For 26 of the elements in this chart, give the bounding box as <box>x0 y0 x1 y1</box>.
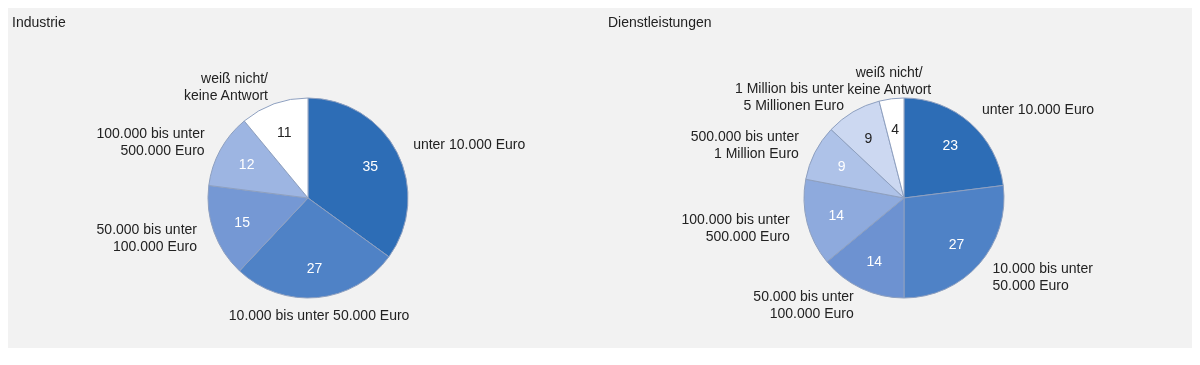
slice-label: 50.000 bis unter 100.000 Euro <box>753 288 855 322</box>
slice-label: 100.000 bis unter 500.000 Euro <box>96 124 205 158</box>
slice-label: weiß nicht/ keine Antwort <box>183 70 269 104</box>
data-label: 27 <box>948 236 965 253</box>
data-label: 35 <box>362 158 379 175</box>
slice-label: 500.000 bis unter 1 Million Euro <box>690 127 800 161</box>
chart-title: Dienstleistungen <box>608 14 712 30</box>
data-label: 27 <box>306 259 323 276</box>
chart-title: Industrie <box>12 14 66 30</box>
slice-label: 50.000 bis unter 100.000 Euro <box>96 221 198 255</box>
data-label: 23 <box>942 137 959 154</box>
slice-label: 1 Million bis unter 5 Millionen Euro <box>735 79 845 113</box>
slice-label: 100.000 bis unter 500.000 Euro <box>681 210 791 244</box>
slice-label: 10.000 bis unter 50.000 Euro <box>992 259 1094 293</box>
data-label: 11 <box>277 124 292 141</box>
data-label: 14 <box>866 253 883 270</box>
data-label: 9 <box>837 158 846 175</box>
slice-label: weiß nicht/ keine Antwort <box>847 64 932 98</box>
data-label: 9 <box>864 129 873 146</box>
data-label: 12 <box>238 156 255 173</box>
data-label: 4 <box>891 120 900 137</box>
slice-label: unter 10.000 Euro <box>413 136 526 153</box>
data-label: 14 <box>828 207 845 224</box>
slice-label: unter 10.000 Euro <box>982 101 1095 118</box>
data-label: 15 <box>234 213 251 230</box>
slice-label: 10.000 bis unter 50.000 Euro <box>228 307 410 324</box>
